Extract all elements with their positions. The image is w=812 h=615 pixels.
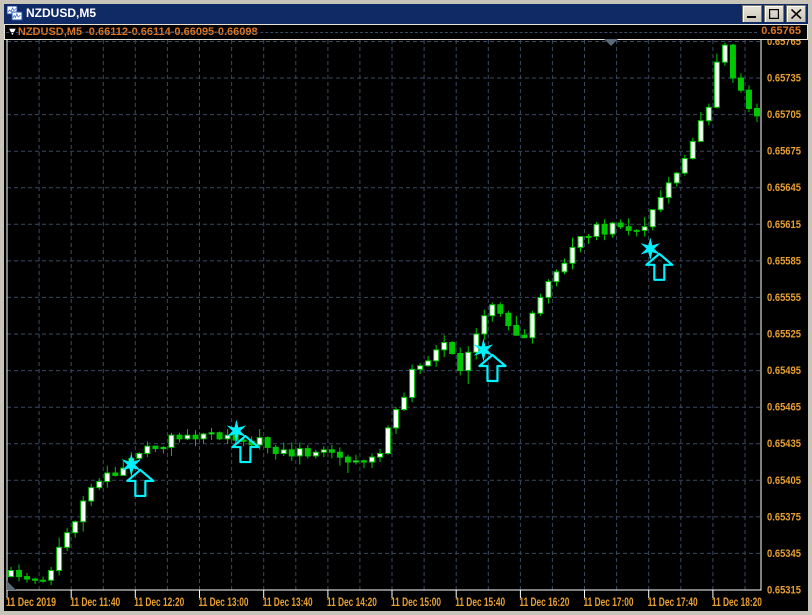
svg-text:0.65555: 0.65555 bbox=[767, 292, 801, 304]
svg-text:0.65705: 0.65705 bbox=[767, 109, 801, 121]
svg-text:11 Dec 16:20: 11 Dec 16:20 bbox=[519, 595, 569, 609]
svg-text:0.65645: 0.65645 bbox=[767, 182, 801, 194]
svg-text:0.65345: 0.65345 bbox=[767, 548, 801, 560]
svg-text:11 Dec 17:00: 11 Dec 17:00 bbox=[584, 595, 634, 609]
svg-text:0.65465: 0.65465 bbox=[767, 402, 801, 414]
svg-text:0.65375: 0.65375 bbox=[767, 511, 801, 523]
svg-text:0.65405: 0.65405 bbox=[767, 475, 801, 487]
svg-text:0.65525: 0.65525 bbox=[767, 329, 801, 341]
svg-text:11 Dec 13:40: 11 Dec 13:40 bbox=[263, 595, 313, 609]
svg-text:0.65315: 0.65315 bbox=[767, 585, 801, 597]
svg-text:0.65675: 0.65675 bbox=[767, 146, 801, 158]
svg-text:0.65435: 0.65435 bbox=[767, 438, 801, 450]
svg-text:0.65495: 0.65495 bbox=[767, 365, 801, 377]
svg-text:11 Dec 15:40: 11 Dec 15:40 bbox=[455, 595, 505, 609]
svg-text:0.65765: 0.65765 bbox=[767, 40, 801, 48]
svg-text:11 Dec 2019: 11 Dec 2019 bbox=[6, 595, 56, 609]
svg-text:0.65615: 0.65615 bbox=[767, 219, 801, 231]
svg-text:11 Dec 18:20: 11 Dec 18:20 bbox=[712, 595, 762, 609]
svg-text:11 Dec 15:00: 11 Dec 15:00 bbox=[391, 595, 441, 609]
svg-text:11 Dec 17:40: 11 Dec 17:40 bbox=[648, 595, 698, 609]
svg-text:11 Dec 13:00: 11 Dec 13:00 bbox=[199, 595, 249, 609]
svg-text:0.65585: 0.65585 bbox=[767, 255, 801, 267]
svg-text:11 Dec 12:20: 11 Dec 12:20 bbox=[134, 595, 184, 609]
svg-text:0.65735: 0.65735 bbox=[767, 73, 801, 85]
svg-text:11 Dec 14:20: 11 Dec 14:20 bbox=[327, 595, 377, 609]
svg-text:11 Dec 11:40: 11 Dec 11:40 bbox=[70, 595, 120, 609]
